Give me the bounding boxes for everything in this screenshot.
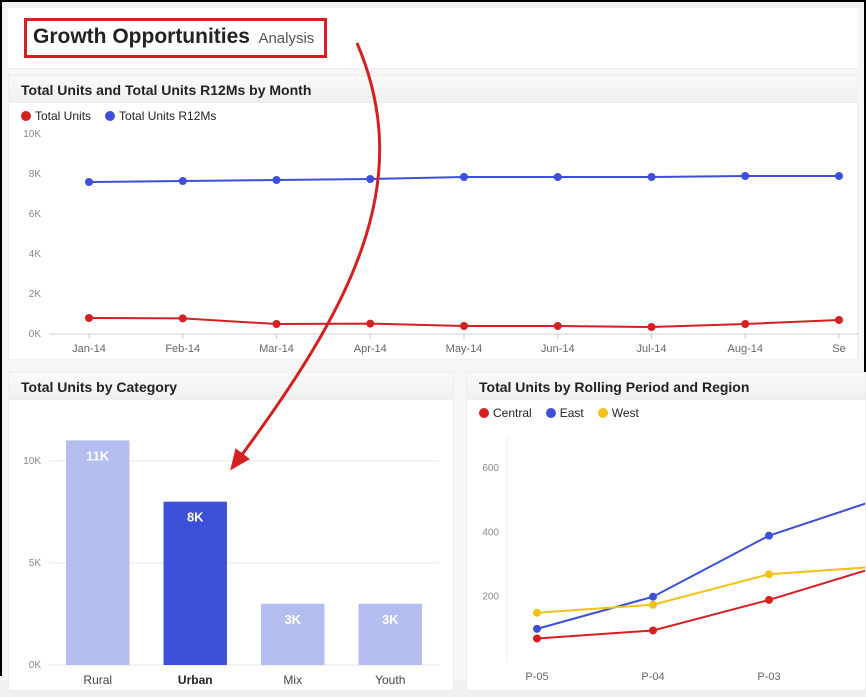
title-highlight-box: Growth Opportunities Analysis — [24, 18, 327, 58]
legend-dot-icon — [105, 111, 115, 121]
legend-item[interactable]: Total Units — [21, 109, 91, 123]
legend-item[interactable]: Central — [479, 406, 532, 420]
svg-text:Mix: Mix — [283, 673, 302, 687]
line-chart-card: Total Units and Total Units R12Ms by Mon… — [8, 75, 858, 360]
svg-text:Aug-14: Aug-14 — [728, 343, 763, 355]
legend-label: Total Units R12Ms — [119, 109, 216, 123]
svg-text:5K: 5K — [29, 558, 42, 569]
legend-item[interactable]: East — [546, 406, 584, 420]
svg-text:10K: 10K — [23, 129, 41, 140]
svg-text:200: 200 — [482, 592, 499, 603]
svg-text:8K: 8K — [187, 510, 204, 525]
legend-label: East — [560, 406, 584, 420]
svg-text:May-14: May-14 — [446, 343, 483, 355]
svg-text:Rural: Rural — [83, 673, 112, 687]
svg-text:3K: 3K — [284, 612, 301, 627]
svg-text:6K: 6K — [29, 209, 42, 220]
svg-text:2K: 2K — [29, 289, 42, 300]
bar-chart-title: Total Units by Category — [9, 373, 453, 400]
svg-text:11K: 11K — [86, 448, 110, 463]
legend-label: Total Units — [35, 109, 91, 123]
page-title-section: Growth Opportunities Analysis — [8, 8, 858, 69]
svg-text:4K: 4K — [29, 249, 42, 260]
svg-text:Youth: Youth — [375, 673, 405, 687]
legend-item[interactable]: Total Units R12Ms — [105, 109, 216, 123]
svg-text:10K: 10K — [23, 456, 41, 467]
region-chart-card: Total Units by Rolling Period and Region… — [466, 372, 866, 691]
svg-text:Jul-14: Jul-14 — [637, 343, 667, 355]
region-chart-legend: Central East West — [467, 400, 865, 426]
svg-text:Apr-14: Apr-14 — [354, 343, 387, 355]
legend-dot-icon — [598, 408, 608, 418]
svg-text:P-04: P-04 — [641, 671, 664, 683]
region-chart[interactable]: 200 400 600 P-05 P-04 P-03 — [467, 426, 865, 686]
svg-text:0K: 0K — [29, 329, 42, 340]
region-chart-title: Total Units by Rolling Period and Region — [467, 373, 865, 400]
svg-text:600: 600 — [482, 463, 499, 474]
legend-item[interactable]: West — [598, 406, 639, 420]
svg-text:Mar-14: Mar-14 — [259, 343, 294, 355]
legend-dot-icon — [21, 111, 31, 121]
bar-chart-card: Total Units by Category 0K 5K 10K 11K Rural 8… — [8, 372, 454, 691]
bar-chart[interactable]: 0K 5K 10K 11K Rural 8K Urban 3K Mix 3K Youth — [9, 400, 449, 690]
svg-text:P-05: P-05 — [525, 671, 548, 683]
svg-text:0K: 0K — [29, 660, 42, 671]
line-chart[interactable]: 0K 2K 4K 6K 8K 10K Jan-14 Feb-14 Mar-14 Apr-14 May… — [9, 129, 859, 359]
svg-text:400: 400 — [482, 527, 499, 538]
svg-text:Se: Se — [832, 343, 845, 355]
svg-text:Urban: Urban — [178, 673, 213, 687]
svg-text:8K: 8K — [29, 169, 42, 180]
title-main: Growth Opportunities — [33, 25, 250, 48]
svg-text:Feb-14: Feb-14 — [165, 343, 200, 355]
svg-text:3K: 3K — [382, 612, 399, 627]
title-sub: Analysis — [258, 30, 314, 47]
svg-text:P-03: P-03 — [757, 671, 780, 683]
line-chart-legend: Total Units Total Units R12Ms — [9, 103, 857, 129]
line-chart-title: Total Units and Total Units R12Ms by Mon… — [9, 76, 857, 103]
legend-label: Central — [493, 406, 532, 420]
legend-dot-icon — [479, 408, 489, 418]
legend-label: West — [612, 406, 639, 420]
legend-dot-icon — [546, 408, 556, 418]
svg-text:Jan-14: Jan-14 — [72, 343, 106, 355]
svg-text:Jun-14: Jun-14 — [541, 343, 575, 355]
